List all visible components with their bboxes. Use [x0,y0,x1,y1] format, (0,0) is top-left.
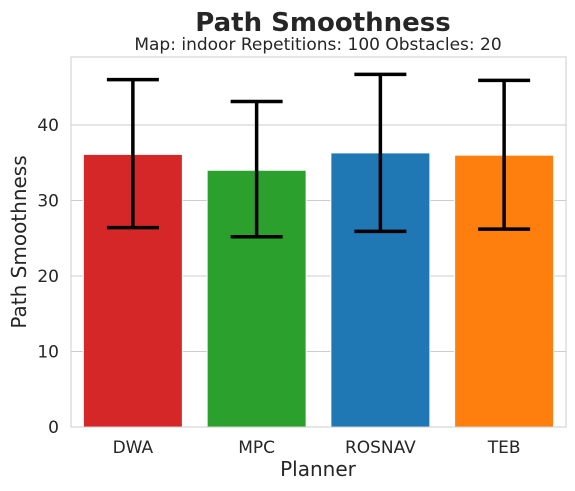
y-tick-label: 10 [37,342,59,362]
bar-mpc [206,169,307,428]
x-tick-labels: DWA MPC ROSNAV TEB [113,438,521,458]
x-tick-label: TEB [487,438,521,458]
chart-title: Path Smoothness [195,8,450,38]
y-axis-label: Path Smoothness [7,155,31,328]
y-tick-labels: 0 10 20 30 40 [37,116,59,438]
bars [82,152,555,428]
error-bars [106,72,531,239]
x-tick-label: DWA [113,438,154,458]
x-axis-label: Planner [280,457,357,481]
x-tick-label: ROSNAV [345,438,416,458]
y-tick-label: 30 [37,191,59,211]
x-tick-label: MPC [238,438,275,458]
y-tick-label: 20 [37,267,59,287]
y-tick-label: 0 [48,418,59,438]
y-tick-label: 40 [37,116,59,136]
plot-frame [70,56,567,428]
chart-subtitle: Map: indoor Repetitions: 100 Obstacles: … [134,35,501,55]
